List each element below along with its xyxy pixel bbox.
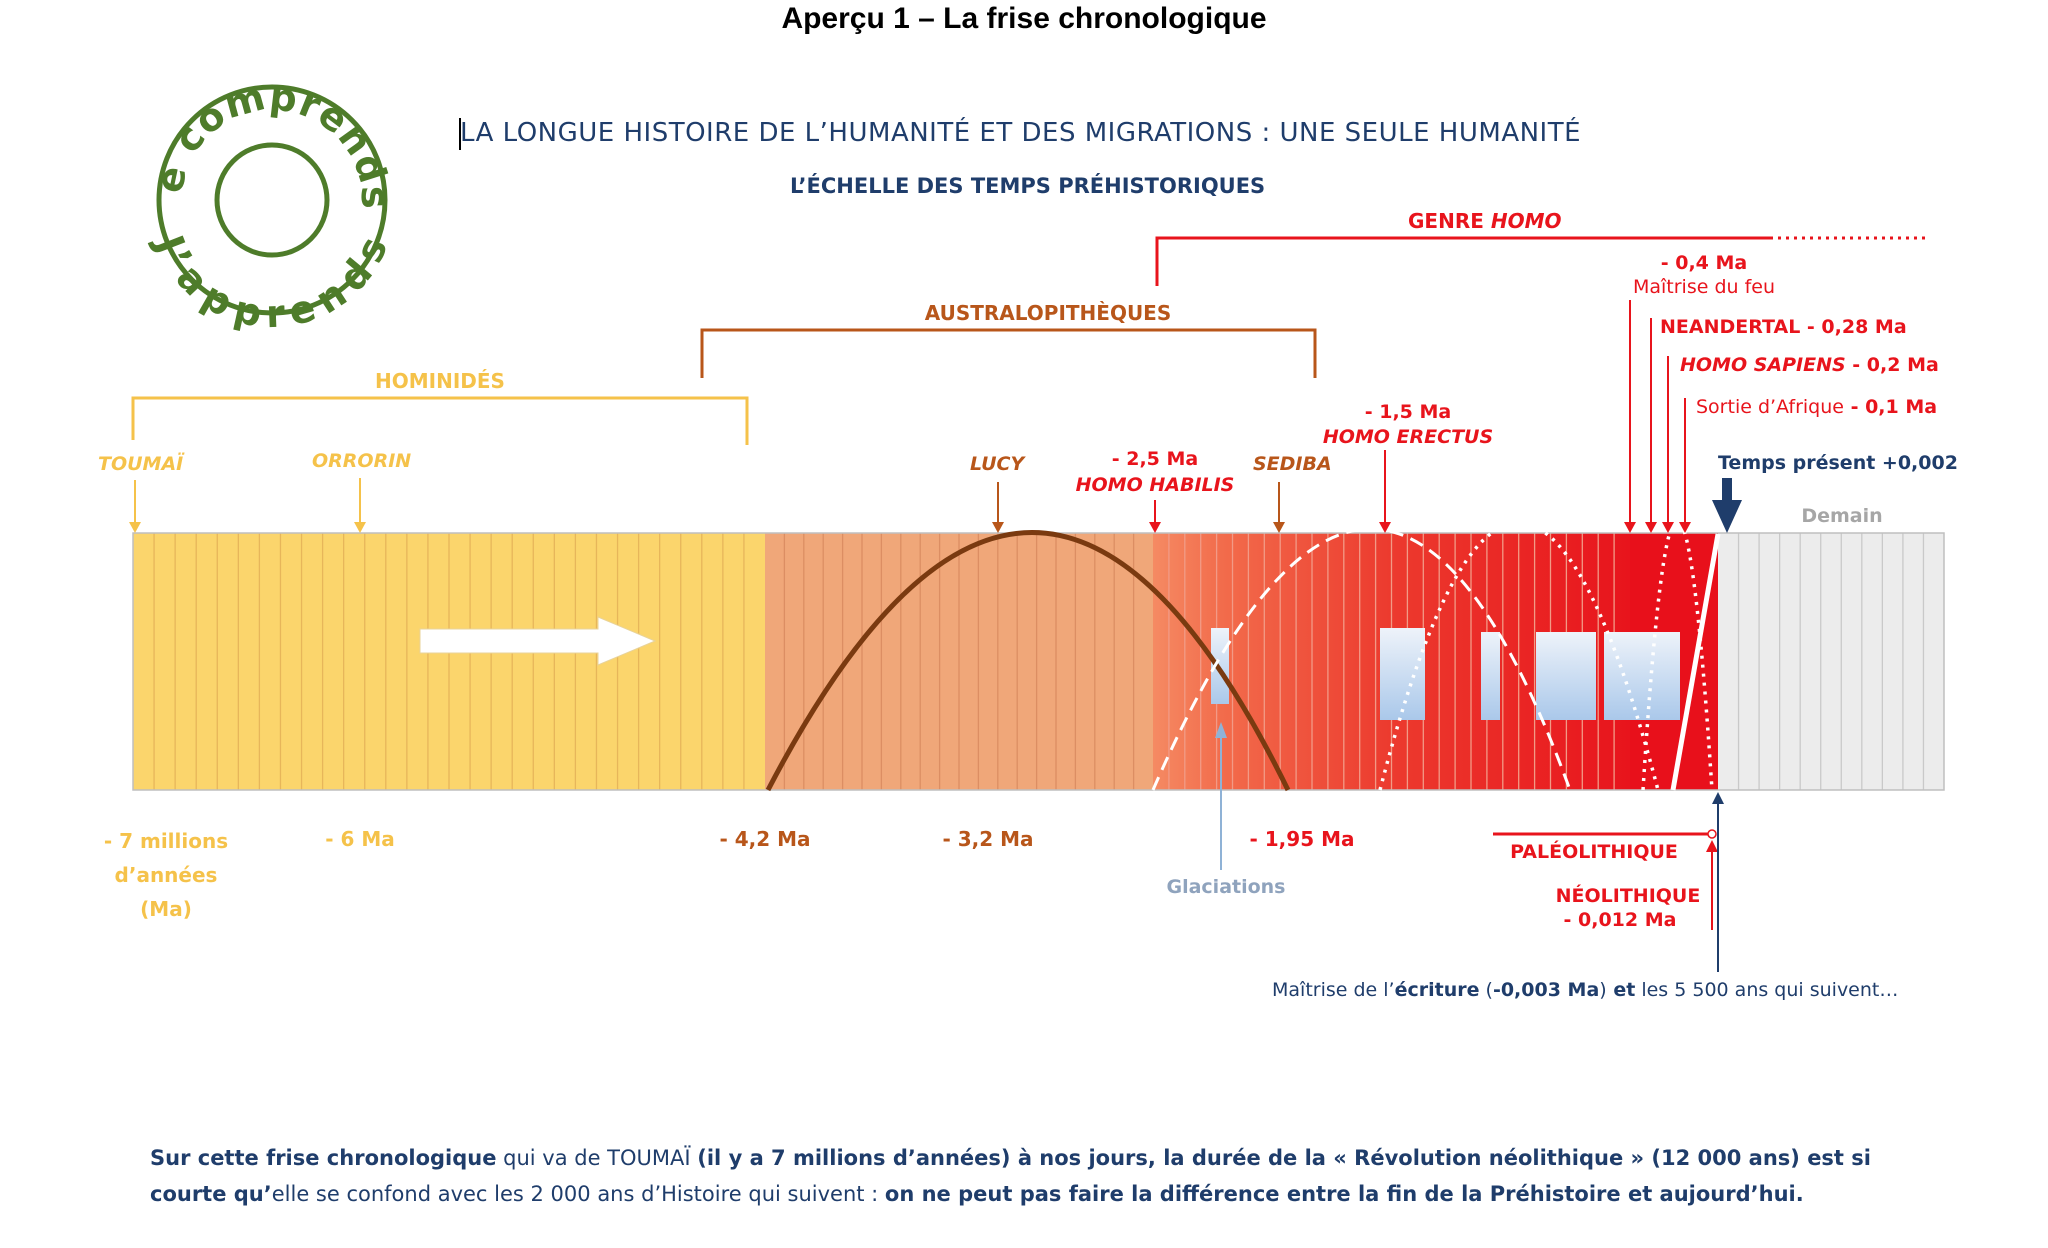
neolithique-marker: NÉOLITHIQUE - 0,012 Ma [1556,840,1718,931]
axis-label-4-2ma: - 4,2 Ma [719,827,810,851]
svg-text:NÉOLITHIQUE: NÉOLITHIQUE [1556,884,1701,907]
marker-maitrise-feu: - 0,4 Ma Maîtrise du feu [1624,252,1775,533]
svg-text:Maîtrise du feu: Maîtrise du feu [1633,276,1775,298]
marker-homo-habilis: - 2,5 Ma HOMO HABILIS [1076,448,1235,533]
svg-text:Sortie d’Afrique - 0,1 Ma: Sortie d’Afrique - 0,1 Ma [1696,396,1937,418]
marker-homo-erectus: - 1,5 Ma HOMO ERECTUS [1323,401,1493,533]
axis-label-7ma-line2: d’années [115,863,218,887]
axis-label-6ma: - 6 Ma [325,827,395,851]
marker-homo-sapiens: HOMO SAPIENS - 0,2 Ma [1662,354,1939,533]
marker-sediba: SEDIBA [1253,453,1332,533]
axis-label-1-95ma: - 1,95 Ma [1250,827,1355,851]
paleolithique-range: PALÉOLITHIQUE [1493,829,1717,863]
svg-text:Glaciations: Glaciations [1166,876,1285,898]
text-cursor [459,118,461,150]
label-australopitheques: AUSTRALOPITHÈQUES [925,301,1172,325]
label-demain: Demain [1801,505,1882,527]
svg-text:HOMO ERECTUS: HOMO ERECTUS [1323,426,1493,448]
axis-label-7ma-line1: - 7 millions [104,829,228,853]
label-genre-homo: GENRE HOMO [1408,209,1562,233]
page-title: Aperçu 1 – La frise chronologique [781,2,1267,35]
curve-australopitheques [765,530,1291,792]
curve-erectus [1151,527,1572,791]
svg-text:HOMO HABILIS: HOMO HABILIS [1076,474,1235,496]
axis-label-3-2ma: - 3,2 Ma [942,827,1033,851]
bracket-hominides [131,396,749,445]
svg-text:HOMO SAPIENS - 0,2 Ma: HOMO SAPIENS - 0,2 Ma [1680,354,1939,376]
subtitle: L’ÉCHELLE DES TEMPS PRÉHISTORIQUES [790,174,1266,198]
bracket-australopitheques [700,328,1317,378]
svg-text:J’apprends: J’apprends [146,227,396,336]
marker-lucy: LUCY [970,453,1026,533]
logo-seal: Je comprends J’apprends [0,0,397,336]
curve-dotted [1378,521,1660,791]
svg-text:- 0,012 Ma: - 0,012 Ma [1564,909,1677,931]
marker-sortie-afrique: Sortie d’Afrique - 0,1 Ma [1679,396,1937,533]
segment-future [1718,533,1944,790]
marker-temps-present: Temps présent +0,002 [1712,452,1958,533]
svg-text:Je comprends: Je comprends [0,0,397,210]
arrow-down-icon [1712,500,1742,533]
marker-orrorin: ORRORIN [312,450,411,533]
glaciation-boxes [1211,628,1680,720]
main-title: LA LONGUE HISTOIRE DE L’HUMANITÉ ET DES … [460,118,1582,148]
svg-text:- 0,4 Ma: - 0,4 Ma [1661,252,1748,274]
svg-text:LUCY: LUCY [970,453,1026,475]
svg-text:NEANDERTAL - 0,28 Ma: NEANDERTAL - 0,28 Ma [1660,316,1907,338]
bar-grid [153,533,1925,790]
arrow-right-icon [419,616,657,666]
glaciations-callout: Glaciations [1166,722,1286,898]
svg-text:PALÉOLITHIQUE: PALÉOLITHIQUE [1510,840,1678,863]
bracket-genre-homo [1155,236,1770,286]
axis-label-7ma-line3: (Ma) [140,897,192,921]
svg-text:Temps présent +0,002: Temps présent +0,002 [1718,452,1958,474]
svg-text:- 1,5 Ma: - 1,5 Ma [1365,401,1452,423]
curve-sapiens [1641,518,1714,791]
line-present [1670,533,1721,791]
svg-text:ORRORIN: ORRORIN [312,450,411,472]
svg-text:- 2,5 Ma: - 2,5 Ma [1112,448,1199,470]
marker-toumai: TOUMAÏ [98,451,185,533]
svg-text:Maîtrise de l’écriture (-0,003: Maîtrise de l’écriture (-0,003 Ma) et le… [1272,979,1898,1001]
marker-neandertal: NEANDERTAL - 0,28 Ma [1645,316,1907,533]
ecriture-marker: Maîtrise de l’écriture (-0,003 Ma) et le… [1272,792,1898,1001]
svg-text:TOUMAÏ: TOUMAÏ [98,451,185,475]
label-hominides: HOMINIDÉS [375,369,505,393]
svg-text:SEDIBA: SEDIBA [1253,453,1332,475]
caption-paragraph: Sur cette frise chronologique qui va de … [150,1146,1871,1206]
